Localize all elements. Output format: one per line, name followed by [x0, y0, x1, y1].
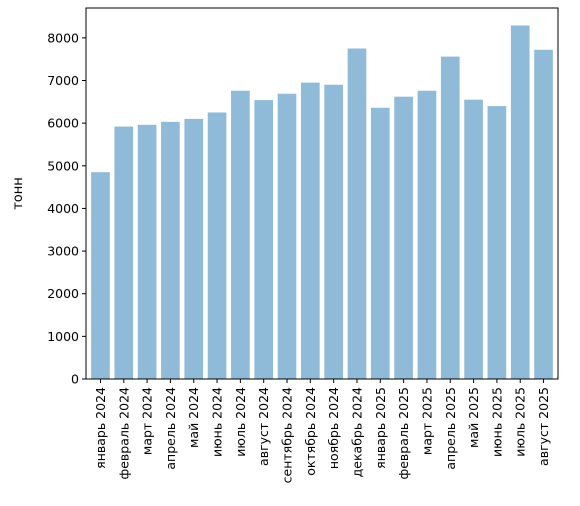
y-tick-label: 8000	[47, 30, 79, 45]
x-tick-label: август 2025	[536, 387, 551, 466]
bar-17	[464, 99, 483, 380]
bar-3	[137, 124, 157, 379]
x-tick-label: апрель 2025	[443, 387, 458, 470]
y-tick-label: 7000	[47, 73, 79, 88]
plot-frame	[85, 7, 559, 380]
y-tick-label: 2000	[47, 286, 79, 301]
x-axis: январь 2024 февраль 2024 март 2024 апрель 2…	[93, 379, 551, 483]
bar-15	[417, 90, 437, 379]
y-tick-label: 6000	[47, 116, 79, 131]
bar-9	[277, 93, 297, 380]
x-tick-label: февраль 2024	[116, 387, 131, 480]
x-tick-label: декабрь 2024	[349, 387, 364, 477]
y-tick-label: 4000	[47, 201, 79, 216]
x-tick-label: апрель 2024	[163, 387, 178, 470]
x-tick-label: май 2024	[186, 387, 201, 448]
x-tick-label: июль 2025	[513, 387, 528, 457]
bar-8	[254, 100, 274, 380]
y-tick-label: 0	[71, 372, 79, 387]
bar-13	[370, 107, 390, 379]
x-tick-label: январь 2024	[93, 387, 108, 469]
y-tick-label: 3000	[47, 244, 79, 259]
bar-11	[324, 84, 343, 379]
bar-20	[534, 49, 553, 379]
bar-16	[440, 56, 460, 380]
x-tick-label: май 2025	[466, 387, 481, 448]
y-tick-label: 1000	[47, 329, 79, 344]
x-tick-label: февраль 2025	[396, 387, 411, 479]
bar-7	[231, 90, 250, 379]
y-axis-label: тонн	[11, 177, 26, 210]
x-tick-label: ноябрь 2024	[326, 387, 341, 469]
x-tick-label: март 2025	[419, 387, 434, 455]
x-tick-label: октябрь 2024	[303, 387, 318, 476]
bar-5	[184, 118, 204, 380]
bar-2	[114, 126, 134, 379]
bar-4	[161, 121, 180, 380]
bars-group	[91, 25, 553, 380]
x-tick-label: июль 2024	[233, 387, 248, 457]
x-tick-label: январь 2025	[373, 387, 388, 469]
bar-19	[510, 25, 530, 379]
x-tick-label: июнь 2024	[210, 387, 225, 457]
y-axis: 0 1000 2000 3000 4000 5000 6000 7000 8000	[47, 30, 86, 387]
x-tick-label: август 2024	[256, 387, 271, 466]
x-tick-label: июнь 2025	[489, 387, 504, 457]
bar-14	[394, 96, 413, 379]
bar-6	[207, 112, 227, 379]
bar-12	[347, 48, 367, 379]
bar-1	[91, 172, 110, 379]
bar-10	[301, 82, 320, 379]
y-tick-label: 5000	[47, 158, 79, 173]
x-tick-label: март 2024	[140, 387, 155, 455]
x-tick-label: сентябрь 2024	[280, 387, 295, 483]
bar-18	[487, 106, 507, 379]
